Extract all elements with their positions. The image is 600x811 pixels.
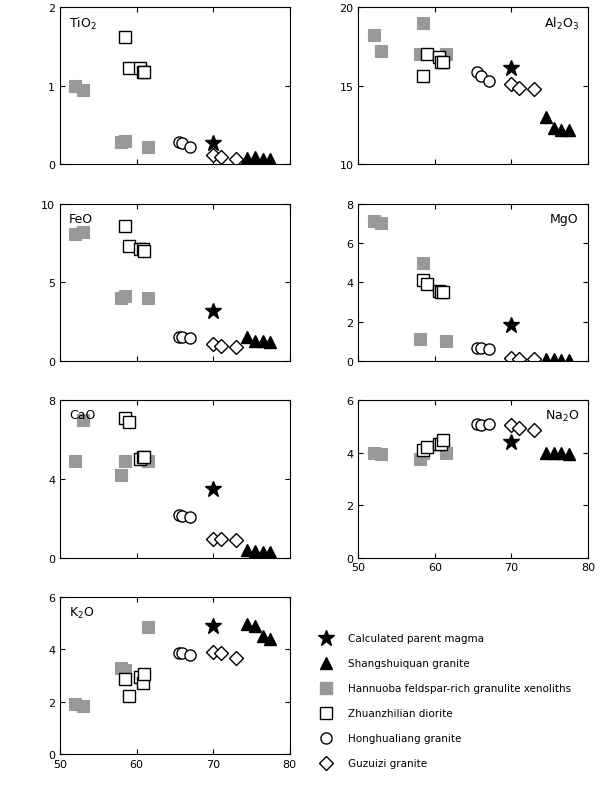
Text: Na$_2$O: Na$_2$O xyxy=(545,409,579,423)
Text: K$_2$O: K$_2$O xyxy=(69,605,95,620)
Text: FeO: FeO xyxy=(69,212,94,225)
Text: Honghualiang granite: Honghualiang granite xyxy=(348,732,461,743)
Text: CaO: CaO xyxy=(69,409,95,422)
Text: MgO: MgO xyxy=(550,212,579,225)
Text: TiO$_2$: TiO$_2$ xyxy=(69,16,97,32)
Text: Hannuoba feldspar-rich granulite xenoliths: Hannuoba feldspar-rich granulite xenolit… xyxy=(348,683,571,693)
Text: Al$_2$O$_3$: Al$_2$O$_3$ xyxy=(544,16,579,32)
Text: Calculated parent magma: Calculated parent magma xyxy=(348,633,484,643)
Text: Shangshuiquan granite: Shangshuiquan granite xyxy=(348,658,470,667)
Text: Zhuanzhilian diorite: Zhuanzhilian diorite xyxy=(348,708,452,718)
Text: Guzuizi granite: Guzuizi granite xyxy=(348,757,427,768)
